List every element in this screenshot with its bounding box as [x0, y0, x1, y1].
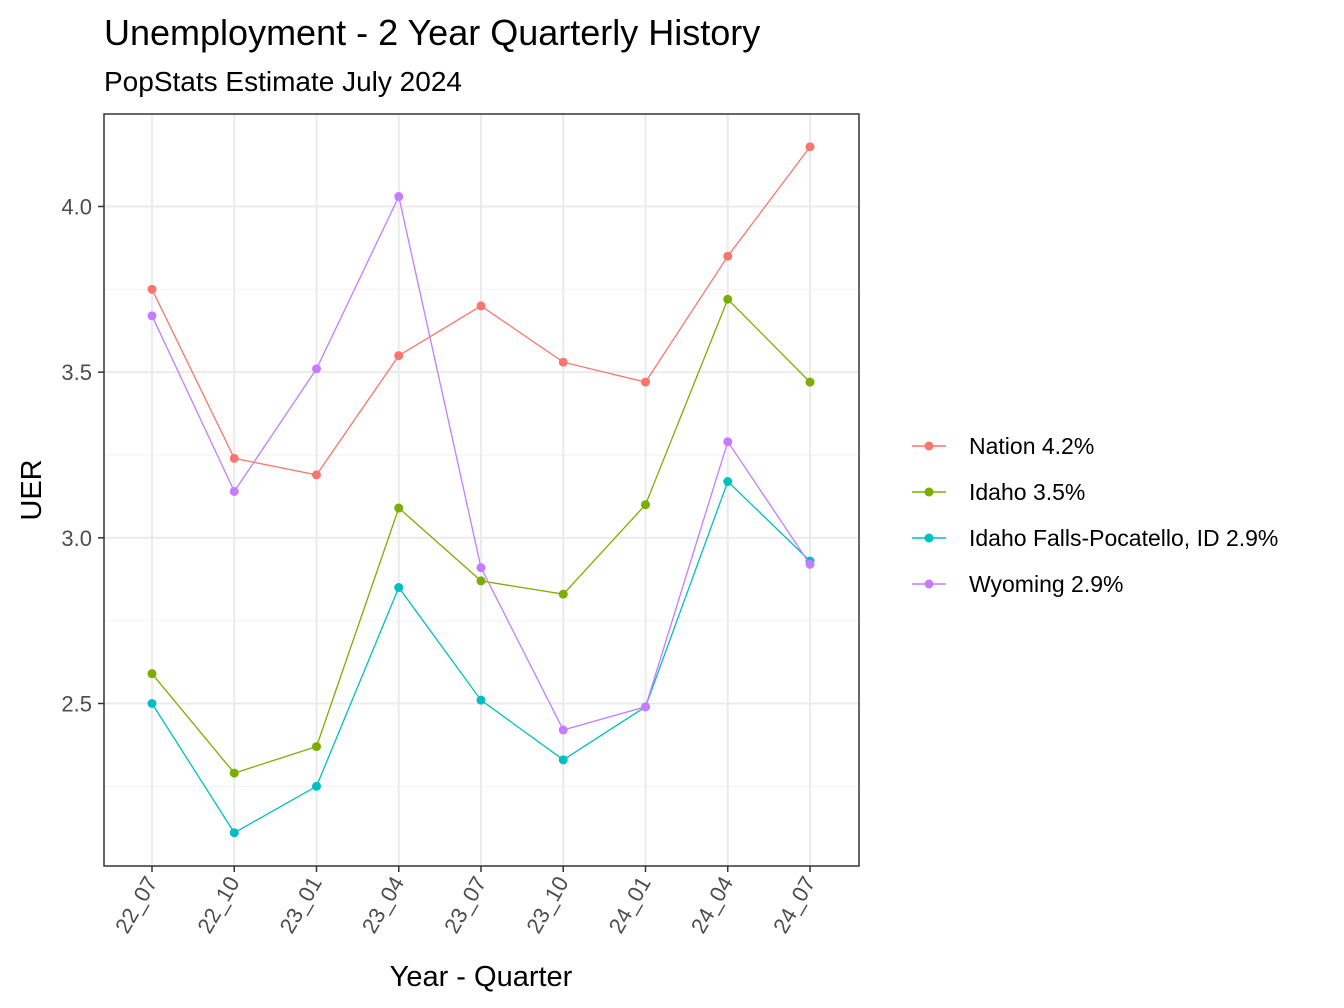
data-point: [723, 251, 733, 261]
data-point: [476, 695, 486, 705]
data-point: [476, 563, 486, 573]
x-tick-label: 24_07: [768, 872, 820, 937]
series-lines: [147, 142, 815, 838]
chart-title: Unemployment - 2 Year Quarterly History: [104, 12, 760, 53]
data-point: [394, 583, 404, 593]
data-point: [394, 503, 404, 513]
data-point: [229, 486, 239, 496]
data-point: [558, 589, 568, 599]
series-3: [147, 192, 815, 735]
legend-key-point: [924, 487, 934, 497]
data-point: [558, 357, 568, 367]
y-tick-label: 3.5: [61, 360, 92, 385]
data-point: [147, 669, 157, 679]
y-tick-label: 4.0: [61, 195, 92, 220]
data-point: [147, 699, 157, 708]
data-point: [312, 742, 321, 752]
data-point: [558, 755, 568, 765]
data-point: [558, 725, 568, 735]
legend-key-point: [924, 441, 934, 451]
y-tick-label: 2.5: [61, 692, 92, 717]
series-0: [147, 142, 815, 480]
x-tick-label: 24_01: [604, 872, 656, 937]
data-point: [476, 301, 486, 311]
legend-key-point: [924, 579, 934, 589]
data-point: [641, 500, 650, 510]
legend-key-point: [924, 533, 934, 543]
series-1: [147, 294, 815, 778]
data-point: [723, 294, 733, 304]
data-point: [641, 377, 650, 387]
data-point: [805, 377, 815, 387]
legend-label: Idaho Falls-Pocatello, ID 2.9%: [969, 525, 1278, 551]
legend-item: Idaho Falls-Pocatello, ID 2.9%: [912, 525, 1278, 551]
legend-item: Idaho 3.5%: [912, 479, 1085, 505]
x-tick-label: 23_04: [357, 872, 409, 937]
chart-subtitle: PopStats Estimate July 2024: [104, 66, 462, 97]
legend-label: Wyoming 2.9%: [969, 571, 1123, 597]
y-tick-label: 3.0: [61, 526, 92, 551]
data-point: [641, 702, 650, 712]
x-tick-label: 22_07: [110, 872, 162, 937]
data-point: [805, 559, 815, 569]
data-point: [312, 364, 321, 374]
x-tick-label: 23_01: [275, 872, 327, 937]
data-point: [147, 311, 157, 321]
data-point: [476, 576, 486, 586]
x-axis-title: Year - Quarter: [390, 961, 573, 993]
data-point: [229, 828, 239, 838]
data-point: [394, 351, 404, 361]
data-point: [394, 192, 404, 202]
legend-label: Idaho 3.5%: [969, 479, 1085, 505]
x-tick-label: 22_10: [192, 872, 244, 937]
legend-label: Nation 4.2%: [969, 433, 1094, 459]
data-point: [312, 781, 321, 791]
x-tick-label: 23_07: [439, 872, 491, 937]
x-tick-label: 24_04: [686, 872, 738, 937]
data-point: [805, 142, 815, 152]
data-point: [229, 453, 239, 463]
x-tick-label: 23_10: [521, 872, 573, 937]
data-point: [723, 477, 733, 487]
y-axis-title: UER: [16, 459, 48, 520]
legend-item: Wyoming 2.9%: [912, 571, 1123, 597]
legend-item: Nation 4.2%: [912, 433, 1094, 459]
legend: Nation 4.2% Idaho 3.5% Idaho Falls-Pocatel…: [912, 433, 1278, 597]
data-point: [312, 470, 321, 480]
data-point: [229, 768, 239, 778]
data-point: [723, 437, 733, 447]
data-point: [147, 284, 157, 294]
